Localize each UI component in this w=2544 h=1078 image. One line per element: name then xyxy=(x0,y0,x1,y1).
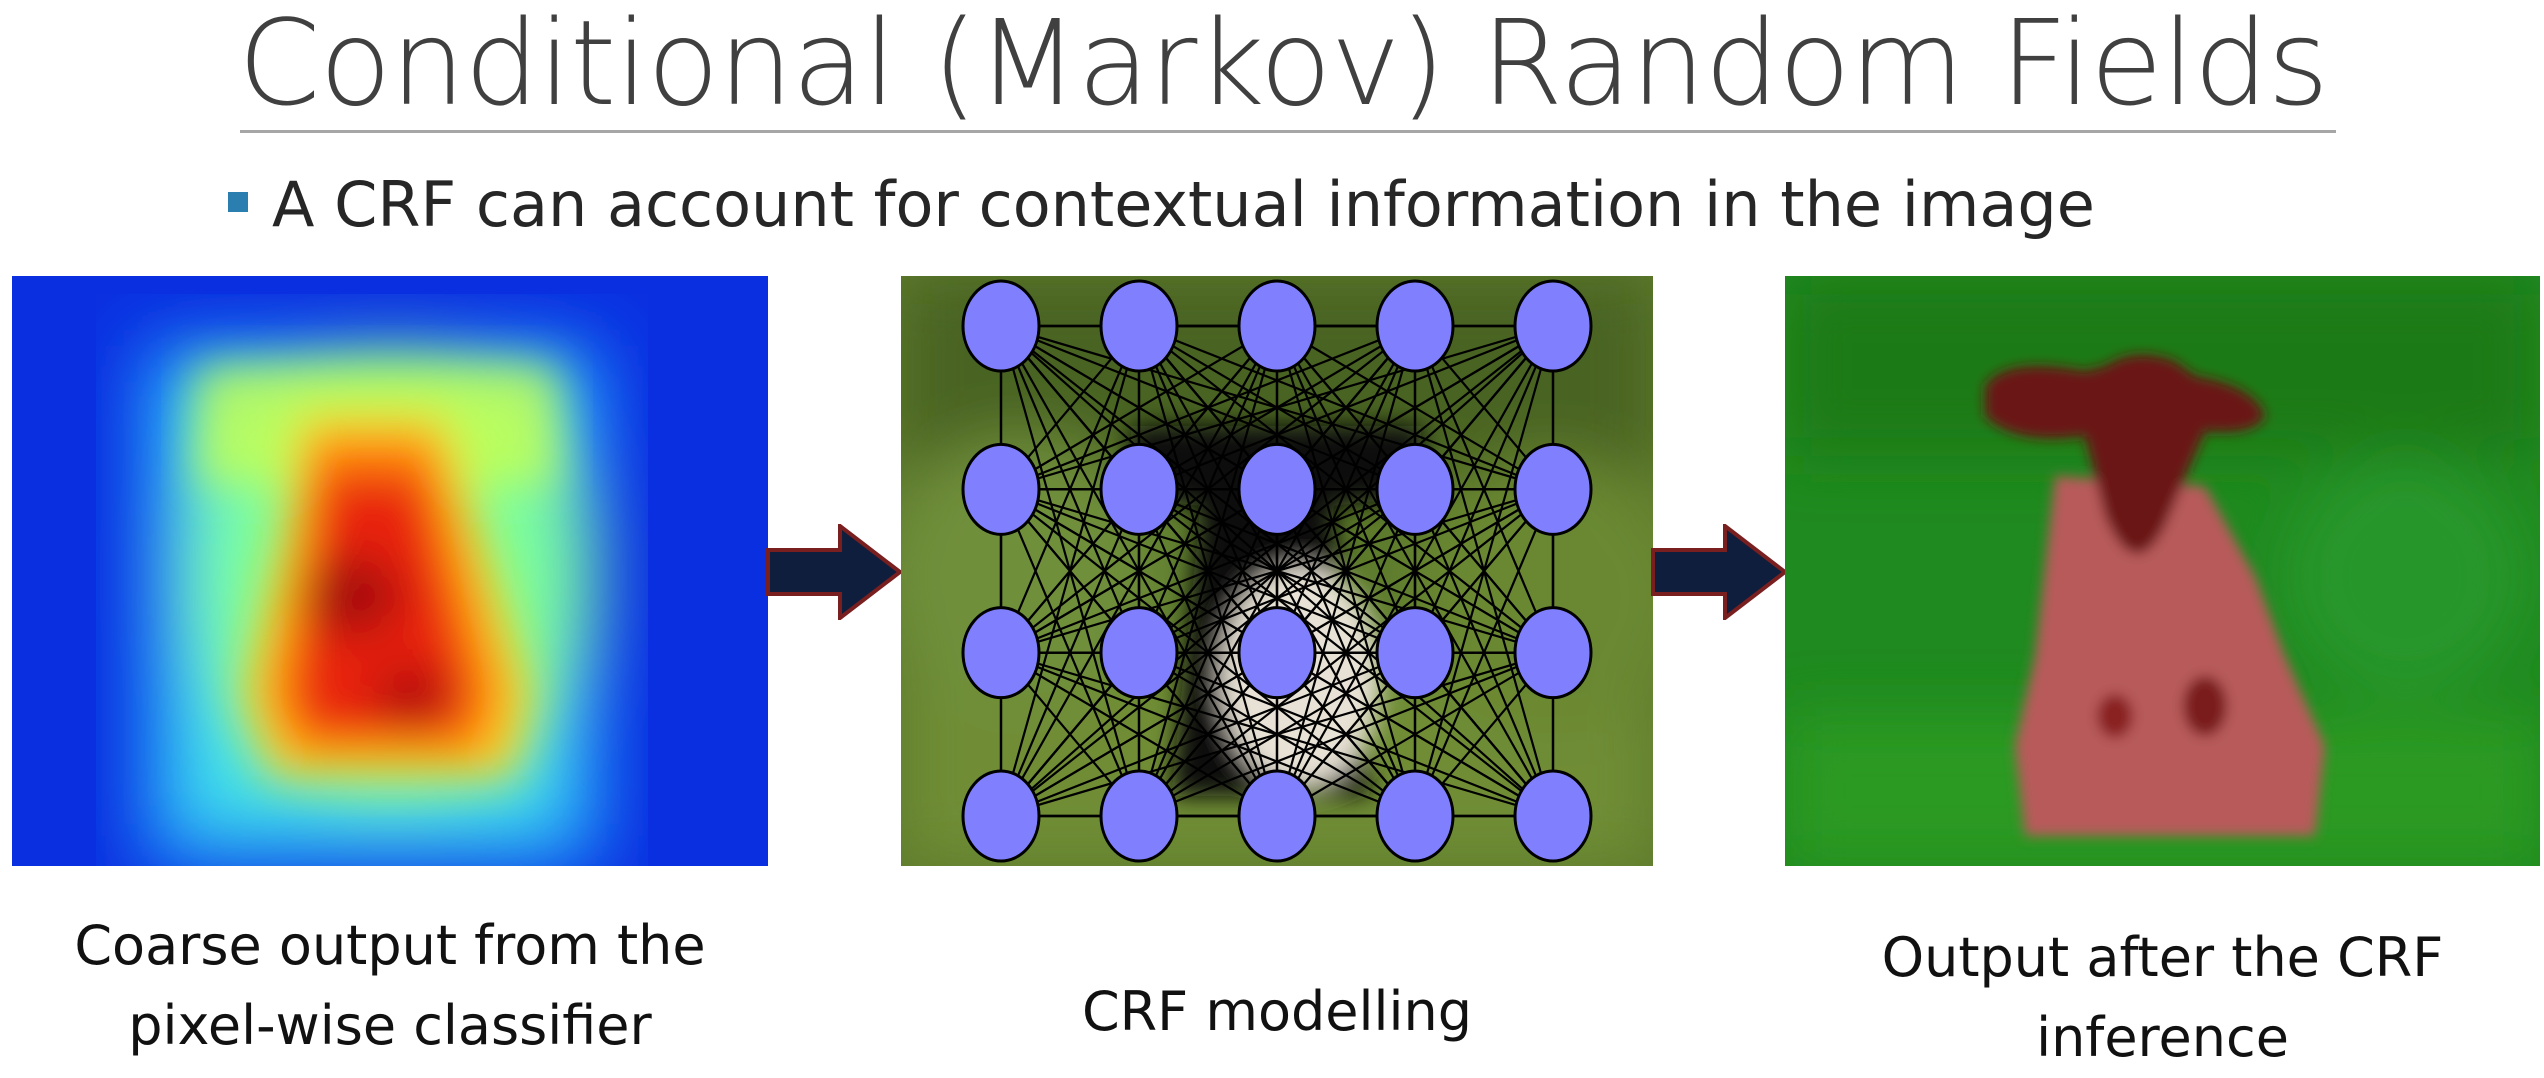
crf-node xyxy=(1237,606,1317,700)
right-arrow-icon xyxy=(766,524,902,620)
crf-node xyxy=(1099,442,1179,536)
crf-edge xyxy=(1000,325,1278,491)
crf-node xyxy=(1375,769,1455,863)
slide-title: Conditional (Markov) Random Fields xyxy=(238,0,2329,132)
right-arrow-icon-2 xyxy=(1651,524,1787,620)
title-divider xyxy=(240,130,2336,133)
crf-edge xyxy=(1000,324,1554,491)
crf-node xyxy=(1375,606,1455,700)
crf-node xyxy=(1099,279,1179,373)
crf-edge xyxy=(1138,488,1554,654)
caption-coarse-line2: pixel-wise classifier xyxy=(128,994,652,1057)
crf-edge xyxy=(1000,488,1278,654)
caption-crf-modelling: CRF modelling xyxy=(901,972,1653,1052)
heatmap-image xyxy=(12,276,768,866)
crf-node xyxy=(1099,769,1179,863)
crf-graph-image xyxy=(901,276,1653,866)
crf-node xyxy=(1099,606,1179,700)
crf-node xyxy=(961,279,1041,373)
crf-edge xyxy=(1000,651,1416,818)
caption-coarse-output: Coarse output from the pixel-wise classi… xyxy=(12,906,768,1066)
crf-edge xyxy=(1000,488,1416,654)
crf-nodes xyxy=(961,279,1593,863)
caption-output-line2: inference xyxy=(2036,1006,2289,1069)
crf-edge xyxy=(1000,324,1416,491)
caption-crf-output: Output after the CRF inference xyxy=(1785,918,2540,1078)
caption-crf-line1: CRF modelling xyxy=(1081,980,1473,1043)
crf-node xyxy=(1237,279,1317,373)
crf-node xyxy=(961,606,1041,700)
crf-edge xyxy=(1138,324,1554,491)
crf-edge xyxy=(1000,488,1554,654)
crf-node xyxy=(1513,769,1593,863)
crf-node xyxy=(1375,442,1455,536)
crf-node xyxy=(1237,442,1317,536)
crf-node xyxy=(1237,769,1317,863)
crf-node xyxy=(1513,279,1593,373)
crf-edge xyxy=(1138,651,1554,818)
caption-coarse-line1: Coarse output from the xyxy=(74,914,706,977)
crf-node xyxy=(961,769,1041,863)
segmentation-output-image xyxy=(1785,276,2540,866)
caption-output-line1: Output after the CRF xyxy=(1881,926,2444,989)
crf-node xyxy=(1513,606,1593,700)
crf-edge xyxy=(1276,651,1554,817)
crf-node xyxy=(1375,279,1455,373)
crf-edge xyxy=(1000,651,1554,818)
crf-node xyxy=(1513,442,1593,536)
crf-edge xyxy=(1000,651,1278,817)
bullet-marker xyxy=(228,192,248,212)
crf-node xyxy=(961,442,1041,536)
bullet-text: A CRF can account for contextual informa… xyxy=(272,168,2095,241)
